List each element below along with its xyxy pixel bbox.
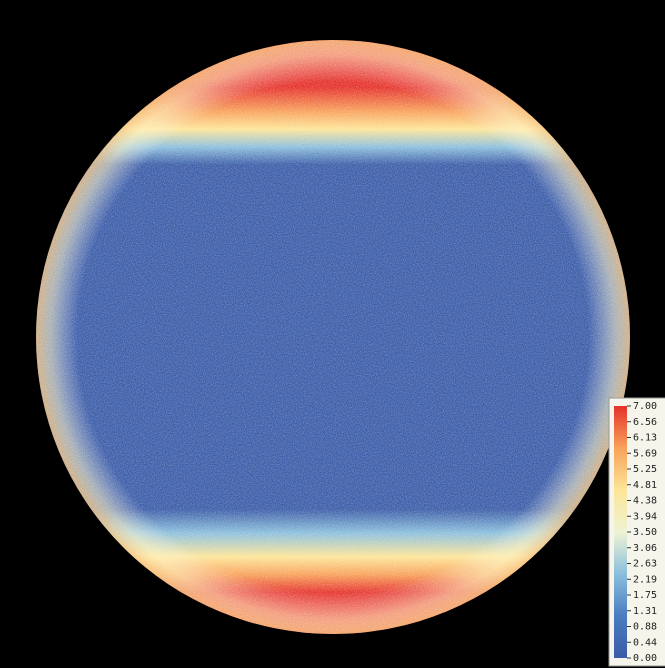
colorbar-tick-label: 1.75 bbox=[633, 590, 657, 601]
colorbar-tick-label: 1.31 bbox=[633, 606, 657, 617]
colorbar-tick-label: 4.81 bbox=[633, 480, 657, 491]
colorbar-tick-label: 0.44 bbox=[633, 637, 657, 648]
colorbar-tick-label: 2.63 bbox=[633, 559, 657, 570]
colorbar-tick-label: 0.00 bbox=[633, 653, 657, 664]
colorbar-tick-label: 4.38 bbox=[633, 496, 657, 507]
texture bbox=[36, 40, 630, 634]
colorbar-tick-label: 0.88 bbox=[633, 622, 657, 633]
colorbar-scale bbox=[614, 406, 627, 658]
colorbar: 7.00 6.56 6.13 5.69 5.25 4.81 4.38 3.94 3.50 3.06… bbox=[608, 397, 665, 667]
colorbar-tick-label: 7.00 bbox=[633, 401, 657, 412]
colorbar-tick-label: 3.06 bbox=[633, 543, 657, 554]
colorbar-tick-label: 5.25 bbox=[633, 464, 657, 475]
colorbar-tick-label: 5.69 bbox=[633, 448, 657, 459]
colorbar-tick-label: 3.50 bbox=[633, 527, 657, 538]
wafer-map bbox=[36, 40, 630, 634]
colorbar-tick-label: 3.94 bbox=[633, 511, 657, 522]
colorbar-tick-label: 6.56 bbox=[633, 417, 657, 428]
colorbar-tick-label: 2.19 bbox=[633, 574, 657, 585]
colorbar-tick-label: 6.13 bbox=[633, 433, 657, 444]
